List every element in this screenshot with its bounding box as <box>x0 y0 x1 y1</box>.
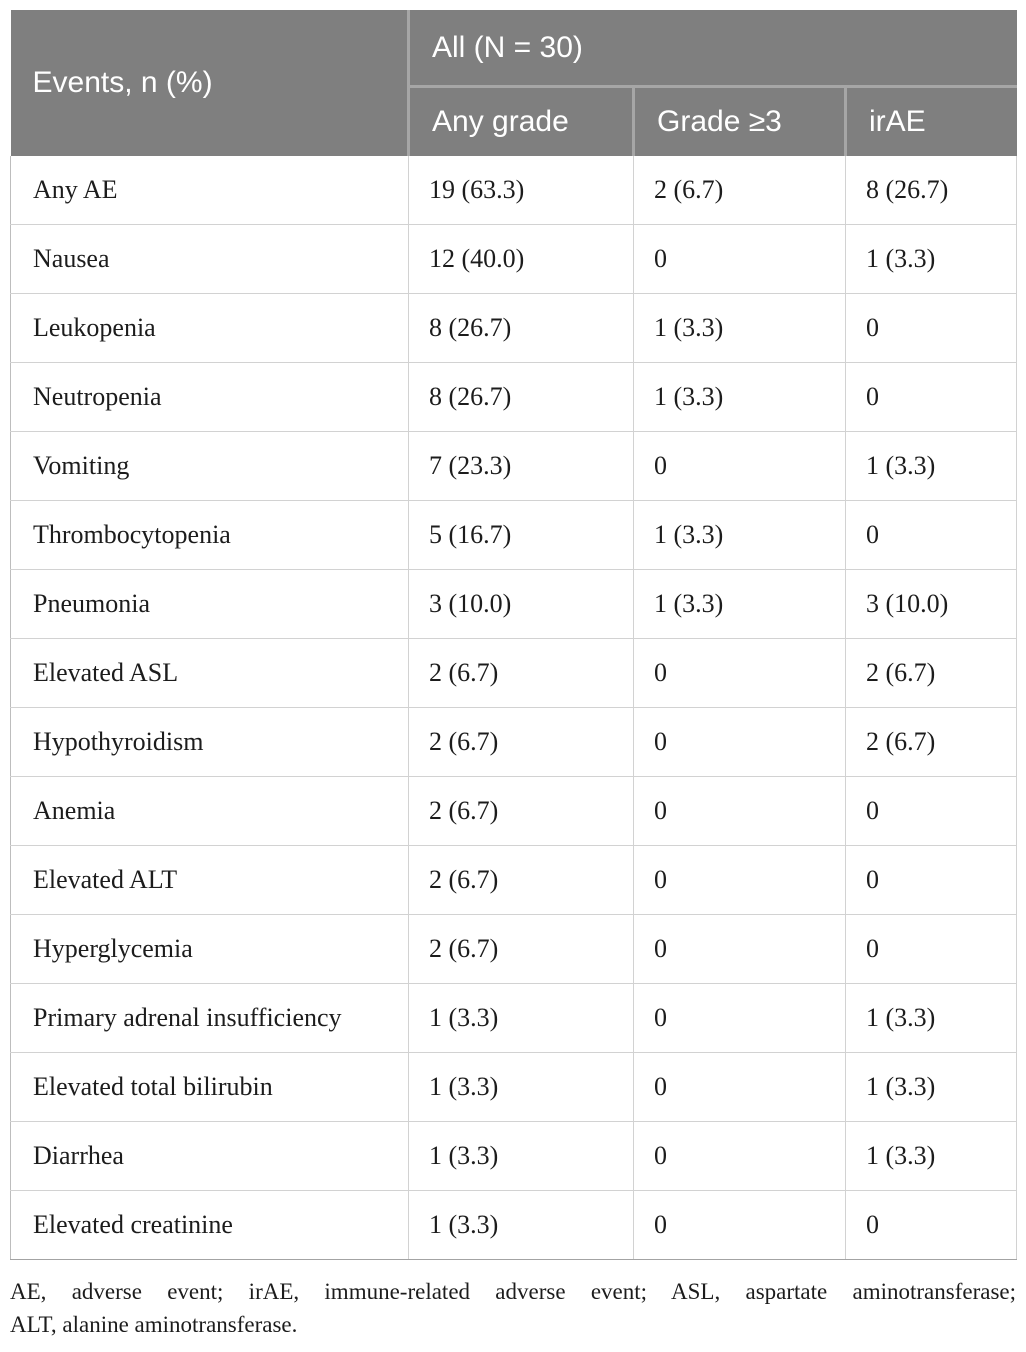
event-name-cell: Elevated ALT <box>10 845 409 915</box>
event-name-cell: Leukopenia <box>10 293 409 363</box>
table-row: Elevated ASL 2 (6.7) 0 2 (6.7) <box>10 638 1018 708</box>
irae-value-cell: 1 (3.3) <box>845 1121 1018 1191</box>
grade-ge3-value-cell: 0 <box>633 1052 846 1122</box>
event-name-cell: Hypothyroidism <box>10 707 409 777</box>
table-row: Leukopenia 8 (26.7) 1 (3.3) 0 <box>10 293 1018 363</box>
grade-ge3-value-cell: 2 (6.7) <box>633 156 846 225</box>
any-grade-value-cell: 2 (6.7) <box>408 638 634 708</box>
grade-ge3-value-cell: 1 (3.3) <box>633 293 846 363</box>
grade-ge3-value-cell: 0 <box>633 431 846 501</box>
irae-value-cell: 1 (3.3) <box>845 1052 1018 1122</box>
any-grade-value-cell: 5 (16.7) <box>408 500 634 570</box>
events-column-header: Events, n (%) <box>10 10 410 156</box>
irae-value-cell: 3 (10.0) <box>845 569 1018 639</box>
event-name-cell: Pneumonia <box>10 569 409 639</box>
grade-ge3-value-cell: 0 <box>633 224 846 294</box>
any-grade-value-cell: 1 (3.3) <box>408 983 634 1053</box>
table-row: Anemia 2 (6.7) 0 0 <box>10 776 1018 846</box>
event-name-cell: Anemia <box>10 776 409 846</box>
grade-ge3-value-cell: 0 <box>633 1190 846 1260</box>
table-row: Pneumonia 3 (10.0) 1 (3.3) 3 (10.0) <box>10 569 1018 639</box>
event-name-cell: Diarrhea <box>10 1121 409 1191</box>
any-grade-value-cell: 2 (6.7) <box>408 707 634 777</box>
table-row: Primary adrenal insufficiency 1 (3.3) 0 … <box>10 983 1018 1053</box>
event-name-cell: Elevated total bilirubin <box>10 1052 409 1122</box>
irae-value-cell: 0 <box>845 776 1018 846</box>
event-name-cell: Nausea <box>10 224 409 294</box>
table-row: Neutropenia 8 (26.7) 1 (3.3) 0 <box>10 362 1018 432</box>
event-name-cell: Elevated creatinine <box>10 1190 409 1260</box>
table-row: Hypothyroidism 2 (6.7) 0 2 (6.7) <box>10 707 1018 777</box>
irae-value-cell: 1 (3.3) <box>845 983 1018 1053</box>
table-header: Events, n (%) All (N = 30) Any grade Gra… <box>10 10 1017 156</box>
irae-value-cell: 0 <box>845 293 1018 363</box>
table-row: Any AE 19 (63.3) 2 (6.7) 8 (26.7) <box>10 156 1018 225</box>
footnote-line: AE, adverse event; irAE, immune-related … <box>10 1279 1016 1304</box>
any-grade-value-cell: 19 (63.3) <box>408 156 634 225</box>
any-grade-value-cell: 7 (23.3) <box>408 431 634 501</box>
table-row: Elevated total bilirubin 1 (3.3) 0 1 (3.… <box>10 1052 1018 1122</box>
grade-ge3-value-cell: 1 (3.3) <box>633 500 846 570</box>
event-name-cell: Any AE <box>10 156 409 225</box>
irae-value-cell: 0 <box>845 362 1018 432</box>
table-row: Vomiting 7 (23.3) 0 1 (3.3) <box>10 431 1018 501</box>
event-name-cell: Primary adrenal insufficiency <box>10 983 409 1053</box>
table-body: Any AE 19 (63.3) 2 (6.7) 8 (26.7) Nausea… <box>10 156 1018 1260</box>
event-name-cell: Elevated ASL <box>10 638 409 708</box>
group-column-header: All (N = 30) <box>408 10 1017 88</box>
irae-value-cell: 0 <box>845 500 1018 570</box>
any-grade-value-cell: 1 (3.3) <box>408 1121 634 1191</box>
irae-value-cell: 1 (3.3) <box>845 224 1018 294</box>
irae-value-cell: 2 (6.7) <box>845 707 1018 777</box>
table-row: Diarrhea 1 (3.3) 0 1 (3.3) <box>10 1121 1018 1191</box>
any-grade-value-cell: 8 (26.7) <box>408 293 634 363</box>
table-row: Elevated ALT 2 (6.7) 0 0 <box>10 845 1018 915</box>
adverse-events-table: Events, n (%) All (N = 30) Any grade Gra… <box>10 10 1018 1260</box>
any-grade-value-cell: 2 (6.7) <box>408 845 634 915</box>
irae-value-cell: 0 <box>845 914 1018 984</box>
event-name-cell: Hyperglycemia <box>10 914 409 984</box>
footnote-line: ALT, alanine aminotransferase. <box>10 1312 298 1337</box>
grade-ge3-value-cell: 0 <box>633 983 846 1053</box>
event-name-cell: Thrombocytopenia <box>10 500 409 570</box>
page: Events, n (%) All (N = 30) Any grade Gra… <box>10 10 1018 1260</box>
irae-value-cell: 0 <box>845 1190 1018 1260</box>
any-grade-value-cell: 12 (40.0) <box>408 224 634 294</box>
irae-value-cell: 0 <box>845 845 1018 915</box>
irae-value-cell: 1 (3.3) <box>845 431 1018 501</box>
grade-ge3-column-header: Grade ≥3 <box>633 86 847 156</box>
footnote: AE, adverse event; irAE, immune-related … <box>10 1275 1016 1341</box>
any-grade-value-cell: 3 (10.0) <box>408 569 634 639</box>
event-name-cell: Vomiting <box>10 431 409 501</box>
grade-ge3-value-cell: 0 <box>633 1121 846 1191</box>
irae-column-header: irAE <box>845 86 1017 156</box>
irae-value-cell: 2 (6.7) <box>845 638 1018 708</box>
grade-ge3-value-cell: 0 <box>633 845 846 915</box>
grade-ge3-value-cell: 0 <box>633 914 846 984</box>
any-grade-value-cell: 2 (6.7) <box>408 914 634 984</box>
grade-ge3-value-cell: 0 <box>633 776 846 846</box>
grade-ge3-value-cell: 0 <box>633 638 846 708</box>
any-grade-value-cell: 8 (26.7) <box>408 362 634 432</box>
table-row: Nausea 12 (40.0) 0 1 (3.3) <box>10 224 1018 294</box>
table-row: Thrombocytopenia 5 (16.7) 1 (3.3) 0 <box>10 500 1018 570</box>
any-grade-value-cell: 1 (3.3) <box>408 1190 634 1260</box>
irae-value-cell: 8 (26.7) <box>845 156 1018 225</box>
table-row: Hyperglycemia 2 (6.7) 0 0 <box>10 914 1018 984</box>
any-grade-value-cell: 2 (6.7) <box>408 776 634 846</box>
table-row: Elevated creatinine 1 (3.3) 0 0 <box>10 1190 1018 1260</box>
any-grade-column-header: Any grade <box>408 86 635 156</box>
grade-ge3-value-cell: 1 (3.3) <box>633 569 846 639</box>
any-grade-value-cell: 1 (3.3) <box>408 1052 634 1122</box>
grade-ge3-value-cell: 1 (3.3) <box>633 362 846 432</box>
grade-ge3-value-cell: 0 <box>633 707 846 777</box>
event-name-cell: Neutropenia <box>10 362 409 432</box>
